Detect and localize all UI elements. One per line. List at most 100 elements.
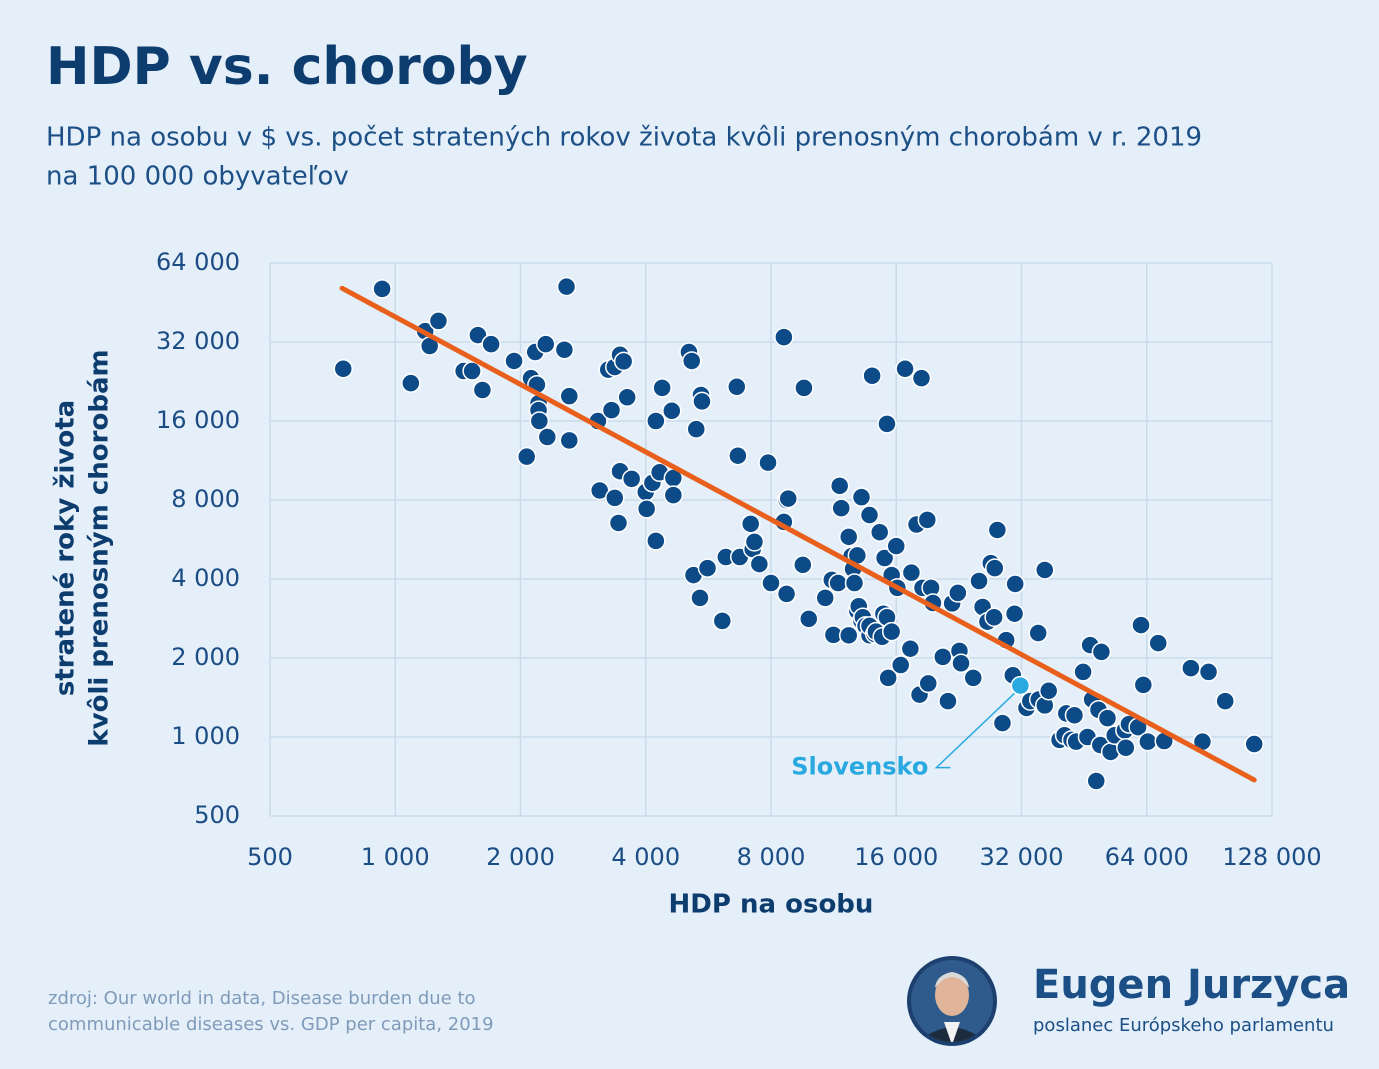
annotation-leader — [934, 691, 1017, 769]
scatter-point — [749, 554, 770, 574]
scatter-point — [1035, 560, 1055, 580]
scatter-point — [987, 520, 1008, 540]
x-tick-label: 1 000 — [361, 843, 430, 871]
scatter-point — [951, 653, 971, 673]
scatter-point — [554, 339, 575, 360]
scatter-point — [728, 445, 748, 466]
scatter-point — [938, 691, 958, 711]
scatter-point — [428, 311, 449, 331]
scatter-point — [529, 411, 550, 431]
scatter-point — [793, 555, 813, 575]
scatter-point — [985, 558, 1005, 578]
scatter-point — [516, 446, 537, 467]
trend-line — [339, 285, 1257, 783]
scatter-point — [537, 427, 558, 447]
scatter-point — [1005, 574, 1025, 594]
scatter-point — [605, 488, 625, 508]
scatter-point — [682, 351, 702, 371]
scatter-point — [794, 378, 814, 398]
scatter-point — [652, 378, 672, 398]
scatter-point — [969, 571, 989, 591]
scatter-point — [844, 573, 865, 593]
scatter-point — [917, 510, 938, 530]
scatter-point — [1181, 658, 1201, 678]
scatter-point — [799, 609, 819, 629]
scatter-point — [838, 527, 859, 547]
author-name: Eugen Jurzyca — [1033, 962, 1350, 1008]
scatter-point — [472, 380, 493, 400]
x-axis-label: HDP na osobu — [669, 890, 874, 920]
scatter-point — [815, 588, 835, 608]
scatter-point — [333, 359, 354, 379]
scatter-point — [963, 668, 983, 688]
scatter-point — [948, 583, 968, 603]
scatter-point — [1116, 737, 1136, 758]
scatter-point — [918, 673, 939, 694]
scatter-point — [829, 476, 850, 496]
scatter-point — [1028, 623, 1048, 643]
scatter-point — [697, 558, 718, 578]
scatter-point — [401, 373, 421, 393]
scatter-point — [536, 334, 556, 354]
x-tick-label: 8 000 — [737, 843, 806, 871]
chart-title: HDP vs. choroby — [46, 37, 528, 97]
scatter-point — [646, 531, 666, 551]
scatter-point — [662, 401, 682, 421]
scatter-point — [1133, 675, 1154, 695]
scatter-point — [895, 359, 915, 379]
scatter-point — [1097, 708, 1118, 728]
author-photo — [907, 956, 997, 1046]
scatter-point — [559, 430, 580, 451]
y-tick-label: 1 000 — [171, 722, 240, 750]
scatter-point — [1138, 731, 1158, 752]
scatter-point — [774, 327, 794, 347]
scatter-point — [877, 414, 897, 434]
scatter-point — [881, 621, 902, 642]
source-line: communicable diseases vs. GDP per capita… — [48, 1014, 494, 1035]
scatter-point — [869, 522, 890, 542]
y-tick-label: 8 000 — [171, 485, 240, 513]
scatter-point — [900, 638, 921, 659]
scatter-point — [372, 279, 392, 299]
scatter-point — [992, 713, 1013, 733]
scatter-point — [462, 361, 482, 381]
scatter-point — [1198, 662, 1219, 682]
scatter-point — [1131, 615, 1151, 635]
scatter-point — [851, 487, 872, 507]
highlight-point — [1010, 675, 1031, 696]
scatter-point — [778, 488, 798, 509]
scatter-point — [776, 584, 797, 604]
scatter-point — [1038, 681, 1059, 701]
annotation-label: Slovensko — [791, 753, 928, 781]
subtitle-line: HDP na osobu v $ vs. počet stratených ro… — [46, 123, 1202, 153]
scatter-point — [831, 498, 851, 518]
scatter-point — [901, 562, 922, 583]
scatter-point — [646, 411, 666, 431]
scatter-point — [1064, 705, 1085, 726]
y-axis-label-line: kvôli prenosným chorobám — [85, 349, 115, 746]
scatter-point — [874, 548, 895, 568]
scatter-point — [613, 351, 634, 372]
y-tick-label: 500 — [194, 801, 240, 829]
scatter-point — [886, 536, 906, 556]
scatter-point — [692, 391, 712, 412]
scatter-point — [758, 452, 778, 473]
y-tick-label: 32 000 — [156, 327, 240, 355]
scatter-point — [828, 573, 848, 593]
source-line: zdroj: Our world in data, Disease burden… — [48, 988, 476, 1009]
scatter-point — [1004, 603, 1025, 624]
scatter-point — [663, 485, 684, 505]
y-axis-label-line: stratené roky života — [51, 400, 81, 696]
scatter-point — [690, 588, 710, 608]
scatter-point — [890, 655, 911, 675]
y-tick-label: 16 000 — [156, 406, 240, 434]
scatter-point — [744, 532, 765, 552]
scatter-point — [878, 668, 898, 688]
x-tick-label: 128 000 — [1222, 843, 1321, 871]
scatter-point — [686, 419, 707, 439]
scatter-point — [1073, 662, 1093, 682]
scatter-point — [712, 611, 733, 631]
scatter-point — [761, 573, 781, 593]
scatter-point — [1091, 642, 1112, 662]
